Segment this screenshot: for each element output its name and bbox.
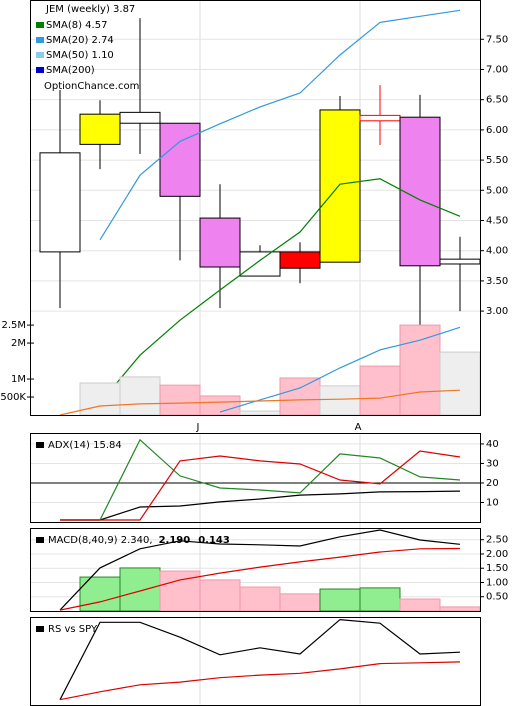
legend-swatch — [36, 67, 44, 73]
candle-body — [79, 113, 121, 145]
bar — [279, 377, 321, 416]
y-tick-label: 5.50 — [486, 155, 508, 166]
bar — [439, 351, 481, 416]
y-tick-label: 1.00 — [486, 577, 508, 588]
y-tick-label: 4.00 — [486, 246, 508, 257]
y-tick-label: 40 — [486, 439, 499, 450]
candle-body — [119, 111, 161, 124]
series-line — [59, 618, 461, 700]
series-line — [59, 661, 461, 701]
y-tick-label: 7.00 — [486, 64, 508, 75]
bar — [119, 567, 161, 612]
y-tick-label: 3.00 — [486, 306, 508, 317]
candle-body — [159, 122, 201, 197]
mark-layer — [39, 9, 481, 701]
candle-body — [439, 258, 481, 265]
candle-body — [399, 116, 441, 267]
legend-label: SMA(20) 2.74 — [46, 35, 114, 46]
legend-label: ADX(14) 15.84 — [48, 440, 122, 451]
bar — [399, 598, 441, 612]
bar — [159, 384, 201, 416]
y-tick-label: 3.50 — [486, 276, 508, 287]
bar — [359, 587, 401, 612]
y-tick-label: 6.50 — [486, 95, 508, 106]
candle-body — [239, 251, 281, 277]
bar — [239, 410, 281, 416]
legend-label: RS vs SPY — [48, 624, 98, 635]
y-tick-label: 2.50 — [486, 535, 508, 546]
y-tick-label: 1M — [11, 374, 26, 385]
series-line — [99, 9, 461, 241]
series-line — [60, 490, 461, 521]
y-tick-label: 0.50 — [486, 592, 508, 603]
candle-body — [199, 217, 241, 268]
candle-body — [279, 251, 321, 269]
annotation: 2.190 — [159, 535, 191, 546]
legend-label: MACD(8,40,9) 2.340, — [48, 535, 153, 546]
y-tick-label: 7.50 — [486, 34, 508, 45]
candle-body — [319, 109, 361, 263]
bar — [399, 324, 441, 416]
bar — [199, 395, 241, 416]
bar — [439, 606, 481, 612]
legend-swatch — [36, 626, 44, 632]
bar — [239, 586, 281, 612]
series-line — [60, 450, 461, 521]
legend-swatch — [36, 52, 44, 58]
bar — [199, 579, 241, 612]
legend-swatch — [36, 442, 44, 448]
panel-frame — [30, 433, 481, 523]
y-tick-label: 1.50 — [486, 563, 508, 574]
bar — [319, 588, 361, 612]
bar — [279, 593, 321, 612]
y-tick-label: 10 — [486, 497, 499, 508]
x-tick-label: J — [196, 422, 200, 433]
legend-label: SMA(200) — [46, 65, 95, 76]
annotation: 0.143 — [198, 535, 230, 546]
bar — [319, 385, 361, 416]
legend-label: SMA(50) 1.10 — [46, 50, 114, 61]
panel-frame — [30, 528, 481, 612]
y-tick-label: 2.00 — [486, 549, 508, 560]
watermark: OptionChance.com — [44, 81, 139, 92]
candle-body — [359, 114, 401, 122]
y-tick-label: 30 — [486, 458, 499, 469]
bar — [359, 365, 401, 416]
series-line — [219, 326, 461, 413]
legend-label: SMA(8) 4.57 — [46, 20, 107, 31]
bar — [79, 382, 121, 416]
y-tick-label: 2.5M — [1, 320, 26, 331]
x-tick-label: A — [355, 422, 362, 433]
y-tick-label: 20 — [486, 478, 499, 489]
legend-swatch — [36, 22, 44, 28]
y-tick-label: 2M — [11, 338, 26, 349]
candle-body — [39, 152, 81, 253]
y-tick-label: 6.00 — [486, 125, 508, 136]
legend-swatch — [36, 537, 44, 543]
y-tick-label: 500K — [0, 392, 26, 403]
y-tick-label: 5.00 — [486, 185, 508, 196]
y-tick-label: 4.50 — [486, 215, 508, 226]
series-line — [60, 438, 461, 521]
chart-title: JEM (weekly) 3.87 — [45, 4, 135, 15]
series-line — [59, 547, 461, 611]
series-line — [59, 529, 461, 611]
panel-frame — [30, 0, 481, 416]
series-line — [99, 178, 461, 404]
bar — [119, 376, 161, 416]
series-line — [59, 389, 461, 416]
legend-swatch — [36, 37, 44, 43]
